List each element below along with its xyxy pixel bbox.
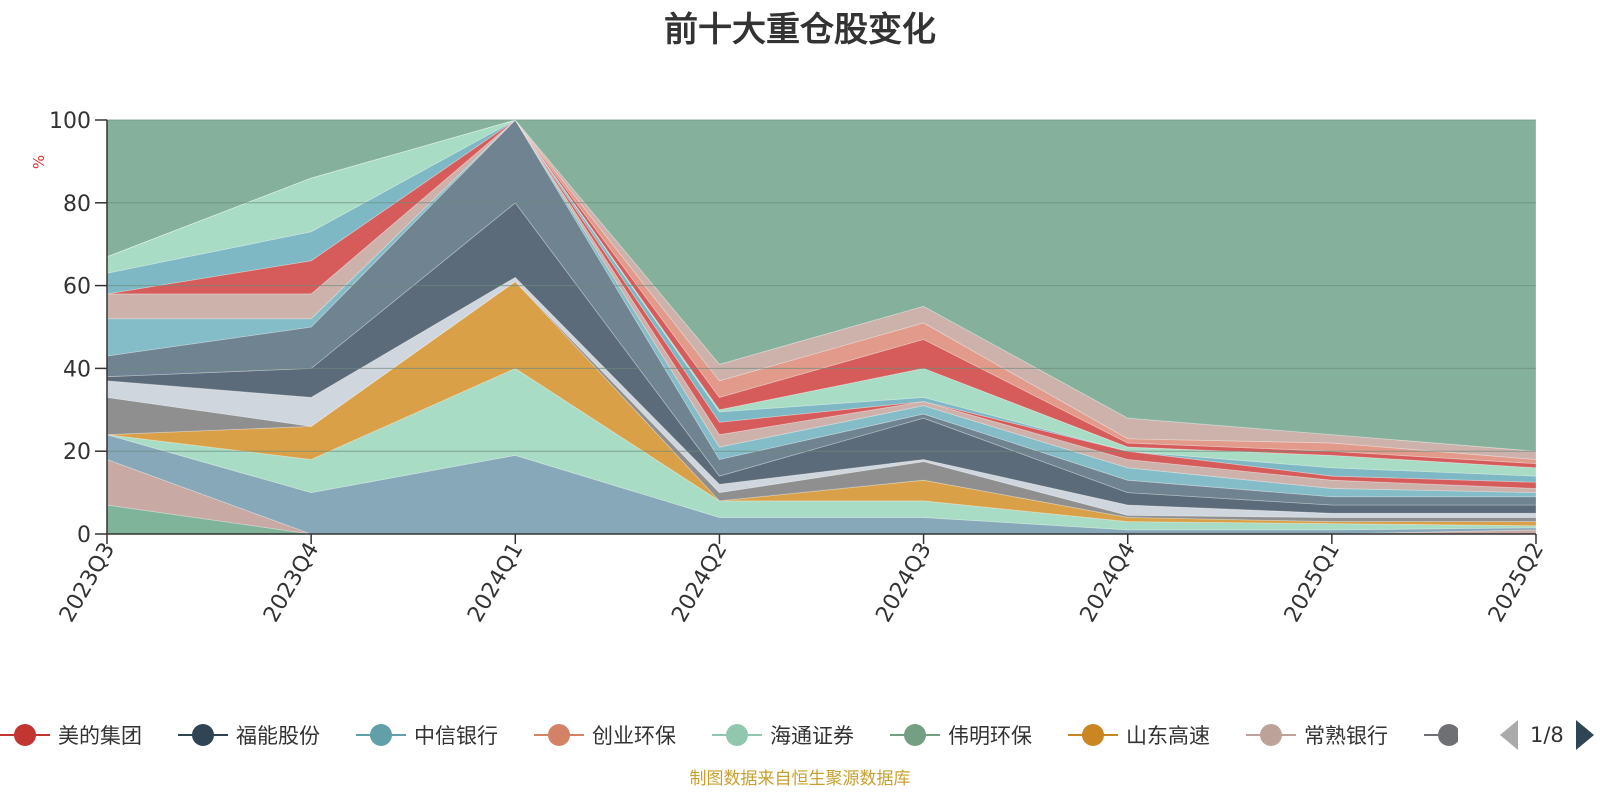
legend-label: 福能股份 bbox=[236, 724, 320, 748]
legend-marker-icon bbox=[890, 718, 940, 752]
axes bbox=[106, 120, 1537, 544]
legend-marker-icon bbox=[712, 718, 762, 752]
y-tick-label: 100 bbox=[49, 109, 91, 134]
x-tick-label: 2024Q1 bbox=[463, 539, 528, 627]
legend-item[interactable]: 创业环保 bbox=[534, 718, 676, 752]
x-tick-label: 2023Q4 bbox=[259, 539, 324, 627]
legend-pager: 1/8 bbox=[1500, 718, 1594, 752]
legend-marker-icon bbox=[534, 718, 584, 752]
source-note: 制图数据来自恒生聚源数据库 bbox=[689, 769, 911, 789]
legend-next-page-icon[interactable] bbox=[1575, 720, 1594, 750]
x-tick-labels: 2023Q3 2023Q4 2024Q1 2024Q2 2024Q3 2024Q4 2025… bbox=[55, 539, 1549, 627]
legend-label: 创业环保 bbox=[592, 724, 676, 748]
legend-item[interactable]: 伟明环保 bbox=[890, 718, 1032, 752]
y-tick-label: 80 bbox=[63, 192, 91, 217]
legend-item[interactable]: 福能股份 bbox=[178, 718, 320, 752]
legend-label: 中信银行 bbox=[414, 724, 498, 748]
legend-label: 山东高速 bbox=[1126, 724, 1210, 748]
legend-label: 常熟银行 bbox=[1304, 724, 1388, 748]
legend-label: 海通证券 bbox=[770, 724, 854, 748]
legend-item[interactable]: 山东高速 bbox=[1068, 718, 1210, 752]
legend-marker-icon bbox=[356, 718, 406, 752]
y-tick-label: 20 bbox=[63, 440, 91, 465]
y-tick-labels: 0 20 40 60 80 100 bbox=[49, 109, 91, 548]
y-tick-label: 60 bbox=[63, 275, 91, 300]
legend-marker-icon bbox=[1068, 718, 1118, 752]
x-tick-label: 2024Q3 bbox=[871, 539, 936, 627]
y-tick-label: 0 bbox=[77, 523, 91, 548]
legend-marker-icon bbox=[1246, 718, 1296, 752]
legend-item[interactable] bbox=[1424, 718, 1458, 752]
legend-item[interactable]: 海通证券 bbox=[712, 718, 854, 752]
legend: 美的集团 福能股份 中信银行 创业环保 海通证券 伟明环保 山东高速 常熟银行 bbox=[0, 718, 1600, 752]
x-tick-label: 2024Q2 bbox=[667, 539, 732, 627]
gridlines bbox=[95, 119, 1536, 535]
legend-items: 美的集团 福能股份 中信银行 创业环保 海通证券 伟明环保 山东高速 常熟银行 bbox=[0, 718, 1458, 752]
x-tick-label: 2023Q3 bbox=[55, 539, 120, 627]
x-tick-label: 2024Q4 bbox=[1076, 539, 1141, 627]
legend-marker-icon bbox=[0, 718, 50, 752]
area-bands bbox=[106, 119, 1537, 535]
legend-marker-icon bbox=[178, 718, 228, 752]
legend-marker-icon bbox=[1424, 718, 1458, 752]
legend-page-indicator: 1/8 bbox=[1530, 723, 1564, 747]
y-tick-label: 40 bbox=[63, 357, 91, 382]
legend-item[interactable]: 美的集团 bbox=[0, 718, 142, 752]
y-axis-label: % bbox=[30, 155, 48, 169]
legend-item[interactable]: 常熟银行 bbox=[1246, 718, 1388, 752]
legend-label: 伟明环保 bbox=[948, 724, 1032, 748]
x-tick-label: 2025Q1 bbox=[1280, 539, 1345, 627]
legend-prev-page-icon[interactable] bbox=[1500, 720, 1518, 750]
legend-item[interactable]: 中信银行 bbox=[356, 718, 498, 752]
x-tick-label: 2025Q2 bbox=[1484, 539, 1549, 627]
legend-label: 美的集团 bbox=[58, 724, 142, 748]
chart-title: 前十大重仓股变化 bbox=[664, 10, 936, 50]
